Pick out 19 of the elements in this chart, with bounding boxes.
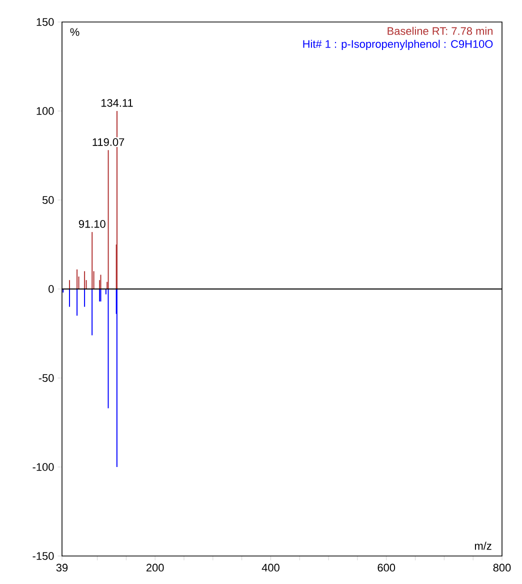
x-tick-label: 39 [56,564,68,572]
y-tick-label: 150 [36,18,54,26]
y-tick-label: 0 [48,285,54,293]
annotation: 119.07 [92,138,124,146]
text: Baseline RT: 7.78 min [388,26,492,35]
y-axis-title: % [70,28,80,36]
y-tick-label: 100 [36,107,54,115]
x-tick-label: 600 [378,564,396,572]
annotation: 91.10 [78,220,106,228]
x-tick-label: 200 [146,564,164,572]
y-tick-label: -50 [38,374,54,382]
x-tick-label: 800 [493,564,511,572]
x-axis-title: m/z [474,542,492,550]
y-tick-label: 50 [42,196,54,204]
y-tick-label: -150 [32,552,54,560]
x-tick-label: 400 [262,564,280,572]
annotation: 134.11 [101,99,133,107]
y-tick-label: -100 [32,463,54,471]
text: Hit# 1 : p-Isopropenylphenol : C9H10O [303,40,493,50]
